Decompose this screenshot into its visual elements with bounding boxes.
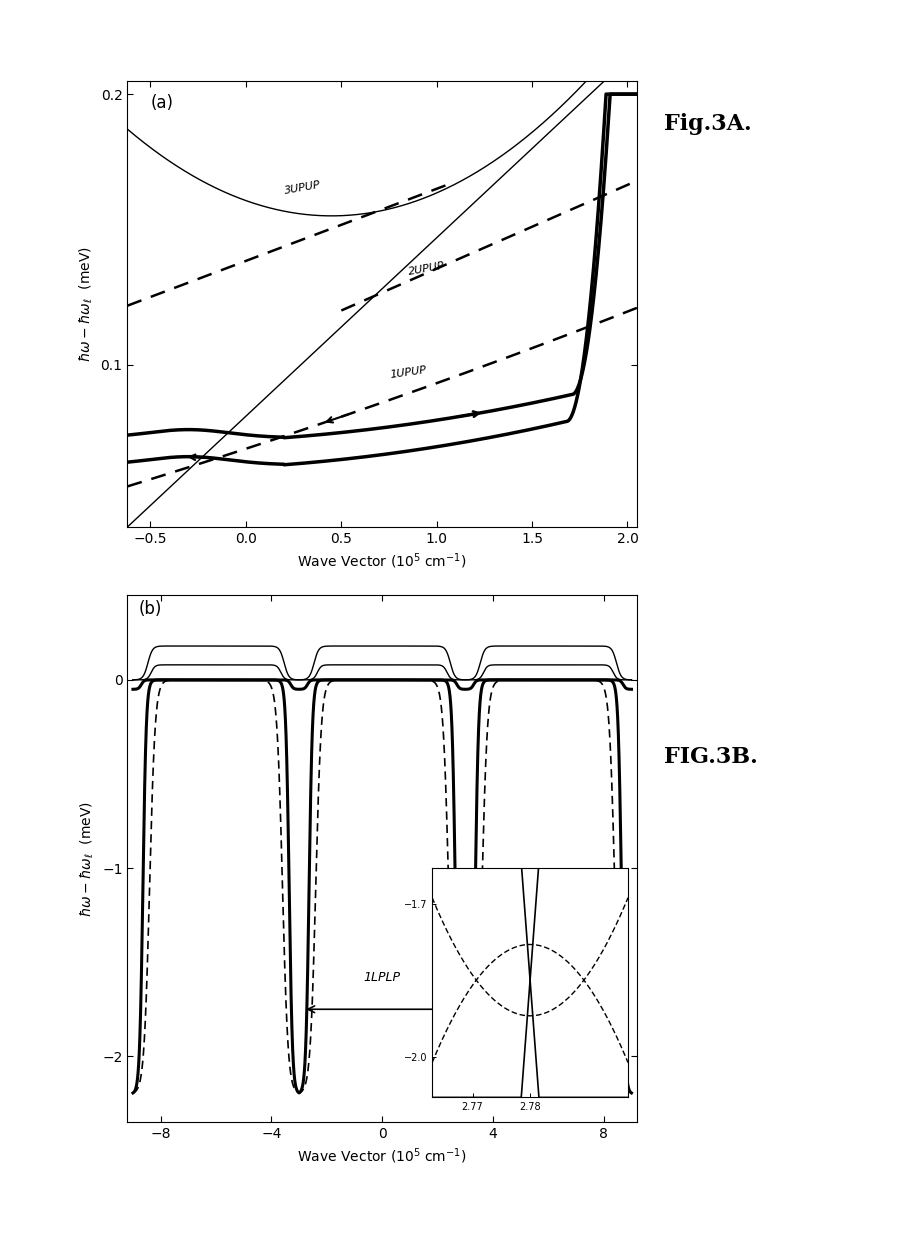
Text: 1LPLP: 1LPLP xyxy=(364,971,400,985)
Text: 1UPUP: 1UPUP xyxy=(389,365,427,381)
Text: (b): (b) xyxy=(138,600,162,618)
Y-axis label: $\hbar\omega - \hbar\omega_\ell$  (meV): $\hbar\omega - \hbar\omega_\ell$ (meV) xyxy=(77,246,95,362)
Text: 3UPUP: 3UPUP xyxy=(284,180,322,196)
Text: Fig.3A.: Fig.3A. xyxy=(664,113,752,135)
Text: 2UPUP: 2UPUP xyxy=(408,262,446,278)
X-axis label: Wave Vector (10$^5$ cm$^{-1}$): Wave Vector (10$^5$ cm$^{-1}$) xyxy=(298,1147,467,1166)
Text: FIG.3B.: FIG.3B. xyxy=(664,745,758,768)
Y-axis label: $\hbar\omega - \hbar\omega_\ell$  (meV): $\hbar\omega - \hbar\omega_\ell$ (meV) xyxy=(79,801,96,916)
Text: (a): (a) xyxy=(150,94,173,112)
X-axis label: Wave Vector (10$^5$ cm$^{-1}$): Wave Vector (10$^5$ cm$^{-1}$) xyxy=(298,552,467,570)
